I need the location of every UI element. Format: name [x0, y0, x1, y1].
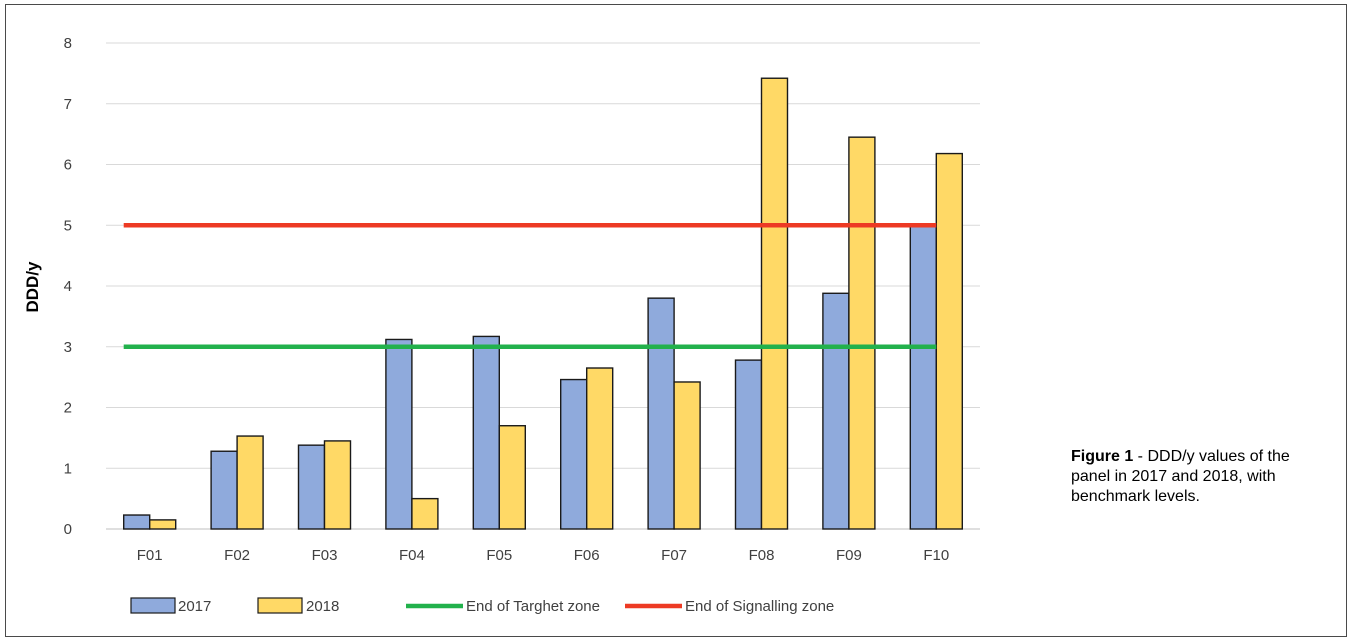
figure-caption: Figure 1 - DDD/y values of the panel in …	[1071, 447, 1301, 507]
bar-2017-F04	[385, 338, 413, 530]
figure-frame	[5, 4, 1347, 637]
bar-2018-F07	[673, 381, 701, 530]
y-tick-label: 6	[64, 157, 72, 174]
legend-label-line-1: End of Targhet zone	[466, 598, 600, 615]
bar-2018-F05	[498, 425, 526, 530]
bar-2018-F09	[848, 136, 876, 530]
x-tick-label: F07	[661, 547, 687, 564]
legend-label-2018: 2018	[306, 598, 339, 615]
bar-2018-F10	[935, 152, 963, 530]
x-tick-label: F01	[137, 547, 163, 564]
y-tick-label: 1	[64, 460, 72, 477]
bar-2018-F08	[760, 77, 789, 530]
y-tick-label: 0	[64, 521, 72, 538]
x-tick-label: F05	[486, 547, 512, 564]
legend-swatch-2017	[130, 597, 176, 614]
bar-2017-F10	[909, 224, 937, 530]
bar-2017-F03	[297, 444, 326, 530]
caption-label: Figure 1	[1071, 448, 1134, 465]
bars	[122, 77, 963, 530]
y-tick-label: 7	[64, 96, 72, 113]
reference-lines	[123, 223, 937, 349]
bar-2017-F08	[734, 359, 763, 530]
y-tick-labels: 0 1 2 3 4 5 6 7 8	[64, 35, 72, 538]
y-tick-label: 8	[64, 35, 72, 52]
y-axis-title: DDD/y	[23, 261, 42, 313]
y-tick-label: 2	[64, 400, 72, 417]
bar-2018-F03	[323, 440, 352, 530]
bar-2017-F06	[560, 378, 588, 530]
caption-text: - DDD/y values of the panel in 2017 and …	[1071, 448, 1290, 505]
y-tick-label: 5	[64, 217, 72, 234]
bar-2018-F06	[586, 367, 614, 530]
x-tick-label: F06	[574, 547, 600, 564]
y-tick-label: 4	[64, 278, 72, 295]
bar-2018-F02	[236, 435, 264, 530]
bar-2017-F09	[822, 292, 850, 530]
bar-2017-F07	[647, 297, 675, 530]
bar-2018-F01	[148, 519, 177, 530]
legend: 2017 2018 End of Targhet zone End of Signal…	[130, 597, 834, 615]
bar-2017-F05	[472, 335, 500, 530]
bar-2018-F04	[411, 497, 439, 530]
x-tick-labels: F01 F02 F03 F04 F05 F06 F07 F08 F09 F10	[137, 547, 949, 564]
x-tick-label: F10	[923, 547, 949, 564]
bar-2017-F02	[210, 450, 238, 530]
legend-label-2017: 2017	[178, 598, 211, 615]
legend-swatch-2018	[257, 597, 303, 614]
bar-2017-F01	[122, 514, 151, 530]
x-tick-label: F04	[399, 547, 425, 564]
y-tick-label: 3	[64, 339, 72, 356]
x-tick-label: F09	[836, 547, 862, 564]
legend-label-line-2: End of Signalling zone	[685, 598, 834, 615]
x-tick-label: F08	[749, 547, 775, 564]
x-tick-label: F02	[224, 547, 250, 564]
x-tick-label: F03	[312, 547, 338, 564]
